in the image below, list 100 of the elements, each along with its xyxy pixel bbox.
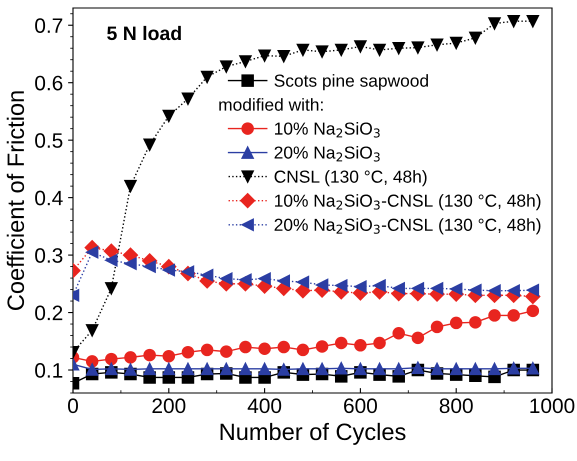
- point: [488, 362, 501, 376]
- point: [86, 324, 98, 337]
- x-tick-label: 200: [152, 398, 186, 414]
- point: [392, 42, 405, 54]
- point: [450, 282, 462, 296]
- point: [412, 361, 424, 374]
- point: [334, 44, 348, 56]
- point: [373, 279, 386, 292]
- point: [430, 38, 444, 52]
- point: [316, 278, 328, 292]
- legend-label: CNSL (130 °C, 48h): [274, 170, 427, 186]
- point: [258, 49, 271, 62]
- point: [392, 362, 405, 376]
- point: [278, 363, 290, 376]
- point: [469, 284, 482, 296]
- point: [143, 138, 156, 152]
- point: [373, 336, 386, 350]
- point: [86, 363, 98, 376]
- legend-label: 10% Na$_{2}$SiO$_{3}$: [275, 122, 380, 138]
- point: [373, 362, 386, 376]
- point: [354, 40, 367, 53]
- point: [258, 272, 271, 285]
- point: [526, 14, 540, 28]
- x-tick-label: 1000: [530, 398, 574, 414]
- point: [182, 92, 194, 106]
- point: [412, 41, 424, 54]
- y-tick-label: 0.3: [35, 248, 62, 263]
- point: [526, 284, 540, 296]
- point: [200, 70, 214, 84]
- x-tick-label: 400: [248, 398, 282, 414]
- point: [200, 268, 214, 282]
- y-tick-label: 0.5: [35, 133, 62, 148]
- point: [239, 340, 252, 354]
- x-tick-label: 800: [440, 398, 473, 414]
- point: [469, 316, 482, 329]
- point: [143, 260, 156, 273]
- point: [105, 352, 118, 366]
- point: [296, 44, 310, 56]
- point: [122, 248, 138, 263]
- point: [182, 362, 194, 376]
- point: [392, 326, 405, 340]
- point: [430, 282, 444, 295]
- point: [105, 282, 118, 295]
- point: [258, 362, 271, 376]
- point: [220, 60, 233, 73]
- point: [86, 246, 98, 258]
- point: [124, 180, 137, 192]
- point: [162, 264, 176, 276]
- point: [507, 309, 520, 322]
- legend-title: modified with:: [219, 98, 323, 111]
- point: [296, 276, 310, 288]
- point: [220, 362, 233, 376]
- point: [450, 316, 462, 330]
- point: [124, 257, 137, 270]
- x-tick-label: 600: [344, 398, 377, 414]
- y-tick-label: 0.2: [35, 306, 62, 320]
- point: [430, 320, 444, 334]
- point: [507, 284, 520, 297]
- point: [316, 45, 328, 58]
- point: [507, 14, 520, 28]
- point: [450, 36, 462, 50]
- point: [469, 32, 482, 44]
- point: [450, 362, 462, 376]
- point: [239, 362, 252, 376]
- point: [373, 44, 386, 56]
- point: [143, 348, 156, 362]
- point: [220, 345, 233, 358]
- point: [182, 346, 194, 358]
- point: [354, 339, 367, 352]
- point: [162, 110, 176, 122]
- point: [182, 266, 194, 278]
- point: [316, 340, 328, 353]
- point: [469, 362, 482, 376]
- point: [526, 304, 540, 318]
- legend-label: 20% Na$_{2}$SiO$_{3}$-CNSL (130 °C, 48h): [274, 218, 540, 234]
- point: [392, 282, 405, 295]
- y-tick-label: 0.7: [35, 18, 62, 33]
- point: [200, 362, 214, 376]
- x-tick-label: 0: [68, 398, 78, 414]
- y-tick-label: 0.4: [35, 190, 63, 206]
- y-axis-title: Coefficient of Friction: [6, 91, 24, 310]
- legend-label: Scots pine sapwood: [274, 74, 428, 90]
- point: [200, 344, 214, 356]
- point: [124, 351, 137, 364]
- point: [334, 336, 348, 350]
- point: [258, 342, 271, 356]
- point: [162, 362, 176, 376]
- point: [162, 350, 176, 362]
- legend-label: 20% Na$_{2}$SiO$_{3}$: [274, 146, 380, 162]
- point: [488, 309, 501, 322]
- x-axis-title: Number of Cycles: [220, 422, 406, 445]
- point: [239, 55, 252, 68]
- point: [412, 282, 424, 295]
- point: [278, 274, 290, 288]
- point: [104, 243, 119, 259]
- point: [430, 362, 444, 376]
- point: [488, 17, 501, 30]
- point: [105, 362, 118, 376]
- point: [334, 362, 348, 375]
- point: [124, 363, 137, 376]
